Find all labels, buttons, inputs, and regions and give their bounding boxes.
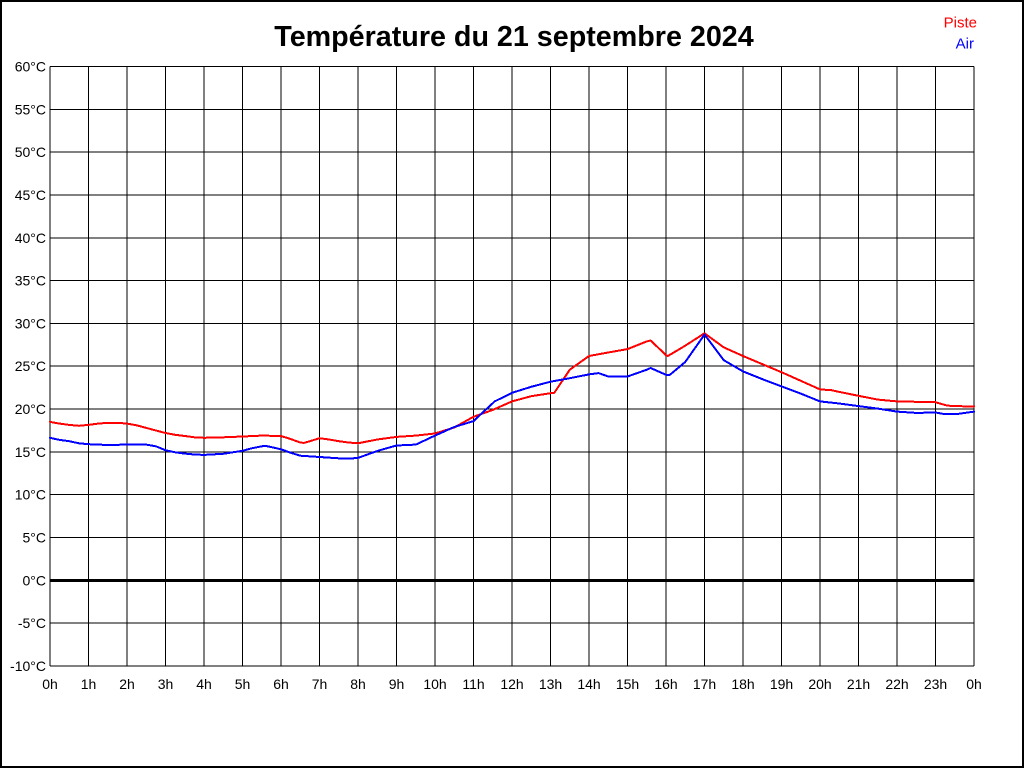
svg-text:3h: 3h — [158, 676, 174, 692]
svg-text:25°C: 25°C — [15, 358, 46, 374]
svg-text:45°C: 45°C — [15, 187, 46, 203]
svg-text:6h: 6h — [273, 676, 289, 692]
svg-text:11h: 11h — [462, 676, 484, 692]
svg-text:15h: 15h — [616, 676, 639, 692]
svg-text:Température du 21 septembre 20: Température du 21 septembre 2024 — [274, 21, 753, 53]
svg-text:13h: 13h — [539, 676, 562, 692]
svg-text:5°C: 5°C — [23, 530, 47, 546]
svg-text:22h: 22h — [885, 676, 908, 692]
svg-text:18h: 18h — [731, 676, 754, 692]
svg-text:21h: 21h — [847, 676, 870, 692]
svg-text:Piste: Piste — [944, 15, 977, 32]
svg-text:5h: 5h — [235, 676, 251, 692]
svg-text:12h: 12h — [500, 676, 523, 692]
svg-text:0h: 0h — [966, 676, 982, 692]
svg-text:60°C: 60°C — [15, 59, 46, 75]
svg-text:Air: Air — [956, 36, 974, 53]
svg-text:2h: 2h — [119, 676, 135, 692]
svg-text:35°C: 35°C — [15, 273, 46, 289]
svg-text:10h: 10h — [423, 676, 446, 692]
svg-text:15°C: 15°C — [15, 444, 46, 460]
svg-text:14h: 14h — [577, 676, 600, 692]
svg-text:20°C: 20°C — [15, 401, 46, 417]
svg-text:-10°C: -10°C — [10, 658, 46, 674]
svg-text:0h: 0h — [42, 676, 58, 692]
svg-text:8h: 8h — [350, 676, 366, 692]
svg-text:10°C: 10°C — [15, 487, 46, 503]
svg-text:19h: 19h — [770, 676, 793, 692]
svg-text:23h: 23h — [924, 676, 947, 692]
svg-text:1h: 1h — [81, 676, 97, 692]
svg-text:30°C: 30°C — [15, 315, 46, 331]
svg-text:16h: 16h — [654, 676, 677, 692]
svg-text:4h: 4h — [196, 676, 212, 692]
svg-text:17h: 17h — [693, 676, 716, 692]
svg-text:50°C: 50°C — [15, 144, 46, 160]
svg-text:9h: 9h — [389, 676, 405, 692]
svg-text:20h: 20h — [808, 676, 831, 692]
svg-text:7h: 7h — [312, 676, 328, 692]
svg-text:55°C: 55°C — [15, 101, 46, 117]
svg-text:0°C: 0°C — [23, 572, 47, 588]
svg-text:40°C: 40°C — [15, 230, 46, 246]
svg-text:-5°C: -5°C — [18, 615, 46, 631]
